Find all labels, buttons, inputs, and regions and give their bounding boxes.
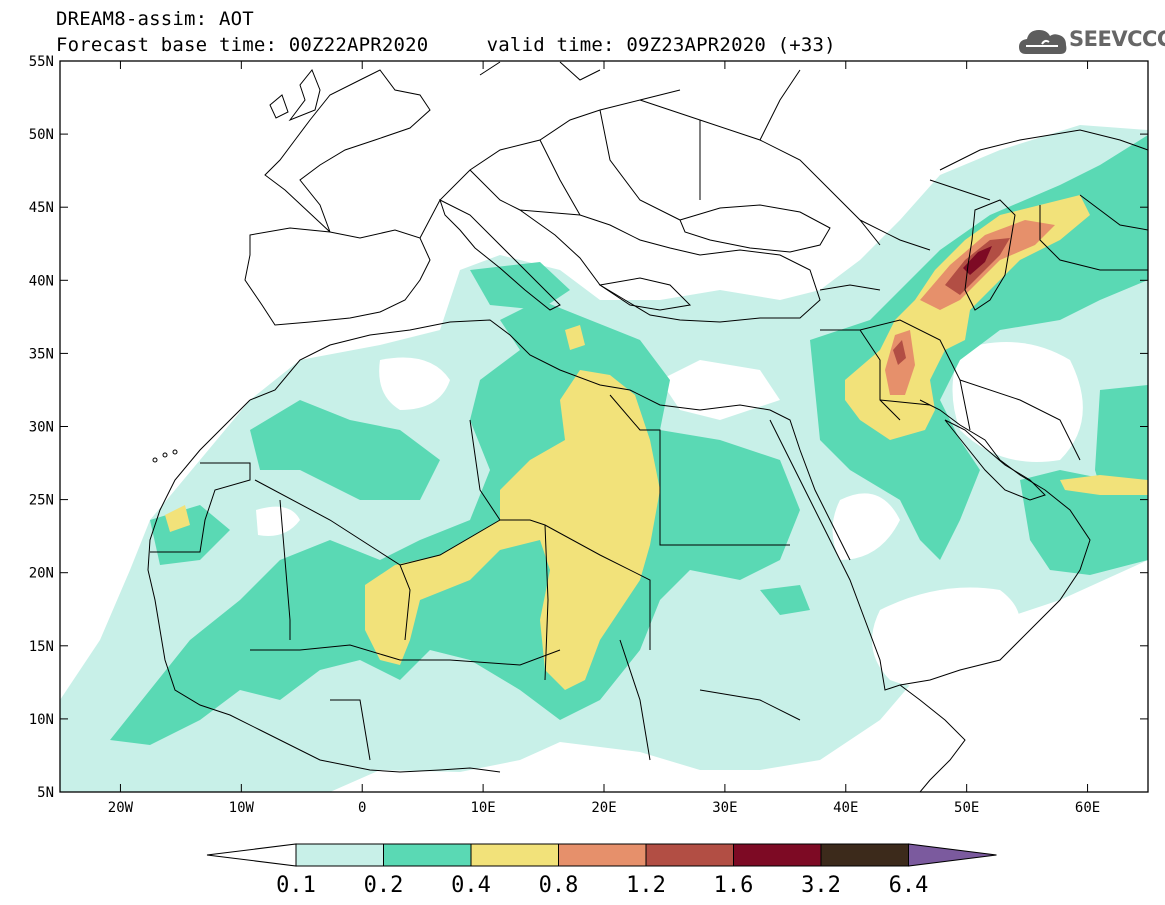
colorbar-label: 1.6 — [714, 873, 754, 898]
colorbar-under-triangle — [206, 843, 297, 867]
colorbar-label: 0.8 — [539, 873, 579, 898]
lat-tick-label: 55N — [29, 54, 54, 70]
colorbar-swatch — [733, 843, 822, 867]
lat-tick-label: 45N — [29, 200, 54, 216]
lon-tick-label: 0 — [358, 800, 366, 816]
lon-tick-label: 10E — [470, 800, 495, 816]
lat-tick-label: 50N — [29, 127, 54, 143]
forecast-times: Forecast base time: 00Z22APR2020 valid t… — [56, 35, 836, 55]
lon-tick-label: 40E — [833, 800, 858, 816]
lon-tick-label: 60E — [1075, 800, 1100, 816]
base-time: Forecast base time: 00Z22APR2020 — [56, 34, 429, 56]
colorbar-swatch — [470, 843, 559, 867]
colorbar-label: 0.1 — [276, 873, 316, 898]
lon-tick-label: 10W — [229, 800, 255, 816]
lon-tick-label: 50E — [954, 800, 979, 816]
lon-tick-label: 20E — [591, 800, 616, 816]
logo-text: SEEVCCC — [1069, 27, 1165, 51]
lon-tick-label: 20W — [108, 800, 134, 816]
colorbar-label: 0.2 — [364, 873, 404, 898]
lon-tick-label: 30E — [712, 800, 737, 816]
aot-field — [60, 125, 1148, 792]
lat-tick-label: 15N — [29, 639, 54, 655]
coastlines — [147, 61, 1148, 792]
colorbar-swatch — [295, 843, 384, 867]
lat-tick-label: 25N — [29, 493, 54, 509]
valid-time: valid time: 09Z23APR2020 (+33) — [486, 34, 836, 56]
colorbar-swatch — [558, 843, 647, 867]
colorbar-swatch — [383, 843, 472, 867]
colorbar: 0.1 0.2 0.4 0.8 1.2 1.6 3.2 6.4 — [206, 843, 997, 898]
colorbar-swatch — [645, 843, 734, 867]
seevccc-logo: SEEVCCC — [1018, 24, 1165, 58]
lat-tick-label: 20N — [29, 566, 54, 582]
colorbar-label: 6.4 — [889, 873, 929, 898]
chart-title: DREAM8-assim: AOT — [56, 8, 254, 30]
colorbar-swatch — [820, 843, 909, 867]
aot-band-16-32 — [963, 246, 992, 275]
lat-tick-label: 5N — [37, 785, 54, 801]
lat-tick-label: 35N — [29, 346, 54, 362]
lat-tick-label: 40N — [29, 273, 54, 289]
lat-tick-label: 10N — [29, 712, 54, 728]
colorbar-label: 0.4 — [451, 873, 491, 898]
aot-clear-areas — [256, 342, 1083, 687]
lat-tick-label: 30N — [29, 420, 54, 436]
colorbar-over-triangle — [908, 843, 997, 867]
latitude-axis: 55N 50N 45N 40N 35N 30N 25N 20N 15N 10N 5N — [29, 54, 1148, 801]
colorbar-label: 3.2 — [801, 873, 841, 898]
longitude-axis: 20W 10W 0 10E 20E 30E 40E 50E 60E — [108, 61, 1100, 816]
cloud-icon — [1019, 30, 1067, 54]
colorbar-label: 1.2 — [626, 873, 666, 898]
